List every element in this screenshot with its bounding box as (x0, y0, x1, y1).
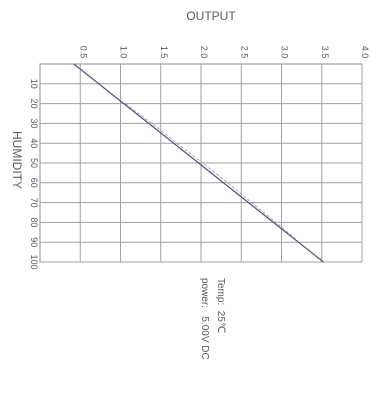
output-tick-label: 1.5 (159, 46, 169, 59)
output-tick-label: 2.0 (199, 46, 209, 59)
grid-lines (39, 63, 363, 263)
series-layer (73, 63, 324, 263)
chart-title: OUTPUT (186, 9, 236, 23)
output-tick-label: 3.0 (280, 46, 290, 59)
humidity-tick-label: 100 (29, 254, 39, 269)
output-curve-solid (73, 63, 324, 263)
humidity-tick-label: 60 (29, 178, 39, 188)
output-curve-dashed (125, 103, 300, 243)
humidity-tick-label: 10 (29, 79, 39, 89)
output-tick-label: 2.5 (239, 46, 249, 59)
humidity-tick-label: 70 (29, 198, 39, 208)
tick-labels: 0.5 1.0 1.5 2.0 2.5 3.0 3.5 4.0 10 20 30 40 50 60 70 80… (29, 46, 370, 270)
annotation-text: power: 5.00V DC (199, 278, 210, 360)
humidity-tick-label: 20 (29, 99, 39, 109)
annotation-text: Temp: 25℃ (215, 278, 226, 333)
output-tick-label: 0.5 (78, 46, 88, 59)
humidity-tick-label: 40 (29, 138, 39, 148)
humidity-tick-label: 30 (29, 118, 39, 128)
humidity-tick-label: 80 (29, 217, 39, 227)
output-tick-label: 4.0 (360, 46, 370, 59)
humidity-axis-label: HUMIDITY (10, 131, 24, 189)
output-tick-label: 3.5 (320, 46, 330, 59)
humidity-tick-label: 90 (29, 237, 39, 247)
output-tick-label: 1.0 (119, 46, 129, 59)
humidity-tick-label: 50 (29, 158, 39, 168)
annotations: Temp: 25℃ power: 5.00V DC (199, 278, 226, 360)
